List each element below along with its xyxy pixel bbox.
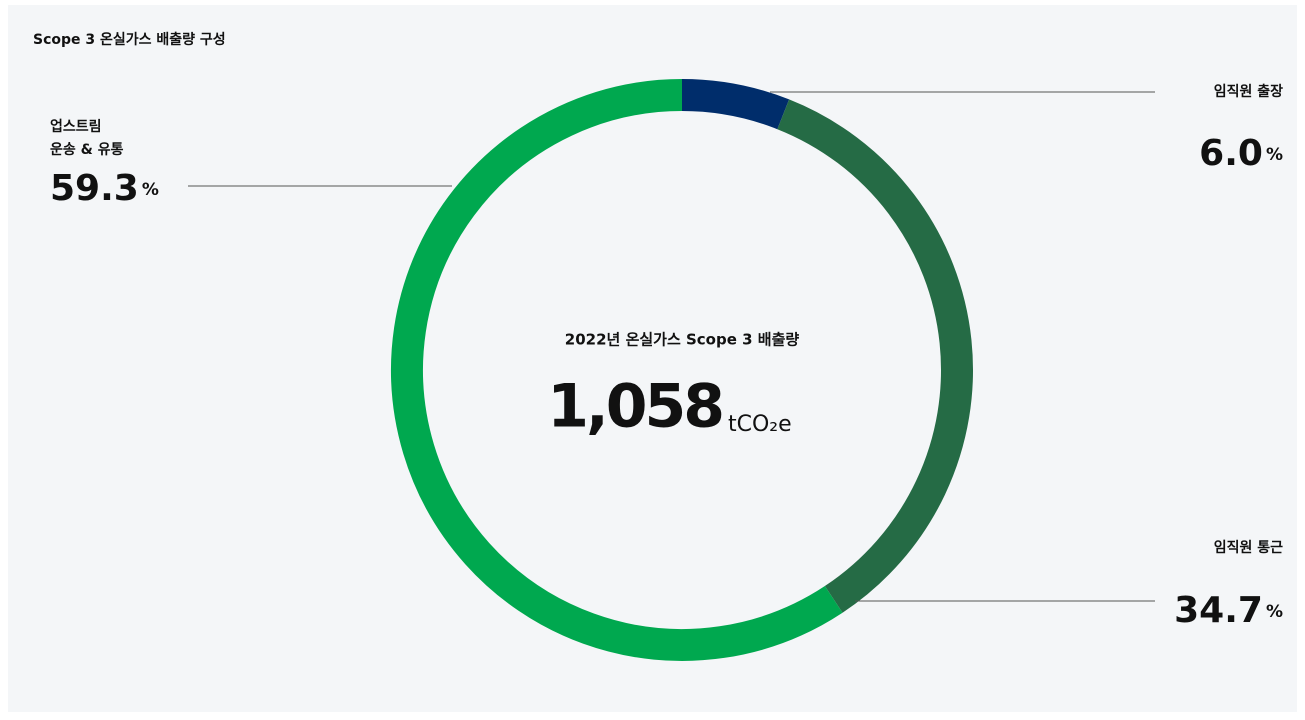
- value-unit: %: [1266, 602, 1283, 622]
- chart-title: Scope 3 온실가스 배출량 구성: [33, 31, 226, 48]
- value-unit: %: [142, 180, 159, 200]
- donut-segment: [777, 99, 973, 613]
- center-label: 2022년 온실가스 Scope 3 배출량: [565, 331, 800, 349]
- value-unit: %: [1266, 145, 1283, 165]
- category-label: 임직원 출장: [1214, 83, 1283, 100]
- center-unit: tCO₂e: [728, 412, 792, 437]
- value-label: 34.7%: [1174, 590, 1283, 631]
- value-number: 34.7: [1174, 590, 1263, 631]
- value-number: 6.0: [1199, 133, 1263, 174]
- donut-segment: [681, 79, 790, 130]
- value-number: 59.3: [50, 168, 139, 209]
- value-label: 6.0%: [1199, 133, 1283, 174]
- category-label: 임직원 통근: [1214, 539, 1283, 556]
- value-label: 59.3%: [50, 168, 159, 209]
- panel: [8, 5, 1297, 712]
- donut-segment: [391, 79, 843, 661]
- category-label: 업스트림: [50, 119, 102, 135]
- category-label: 운송 & 유통: [50, 142, 124, 158]
- center-value: 1,058: [547, 372, 722, 442]
